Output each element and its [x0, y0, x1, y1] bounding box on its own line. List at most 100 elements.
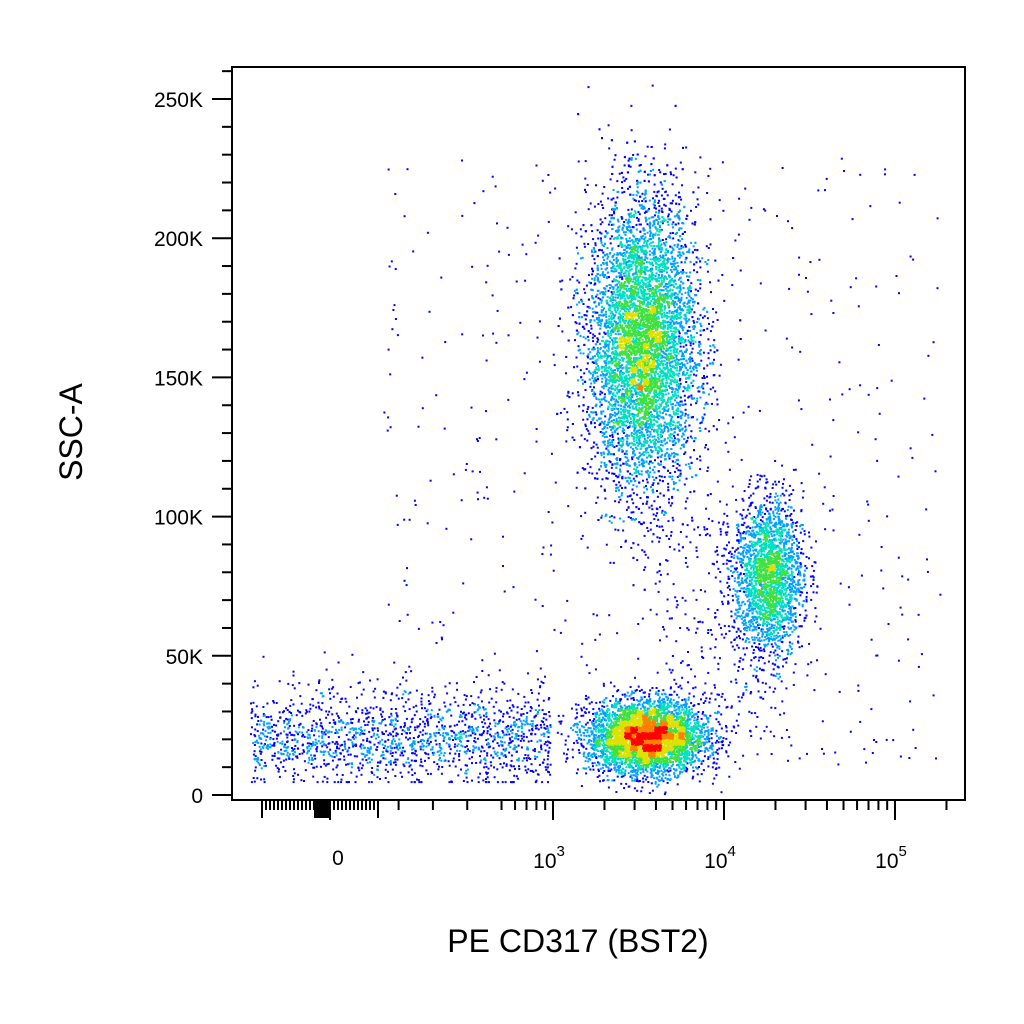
- event-point: [737, 695, 740, 698]
- event-point: [571, 436, 574, 439]
- event-point: [642, 433, 645, 436]
- event-point: [624, 462, 627, 465]
- event-point: [435, 642, 438, 644]
- event-point: [331, 713, 334, 716]
- event-point: [591, 393, 594, 396]
- event-point: [328, 721, 331, 724]
- event-point: [700, 745, 702, 748]
- event-point: [488, 701, 491, 704]
- event-point: [513, 746, 516, 749]
- event-point: [791, 521, 794, 524]
- event-point: [611, 247, 614, 250]
- event-point: [459, 730, 462, 733]
- event-point: [345, 700, 348, 703]
- event-point: [607, 347, 610, 350]
- event-point: [778, 480, 780, 483]
- event-point: [741, 497, 744, 500]
- event-point: [361, 732, 364, 735]
- event-point: [406, 168, 409, 171]
- event-point: [578, 281, 581, 284]
- event-point: [530, 763, 533, 766]
- event-point: [287, 682, 290, 685]
- event-point: [450, 714, 453, 717]
- event-point: [422, 729, 425, 732]
- event-point: [255, 739, 258, 742]
- event-point: [602, 779, 605, 782]
- event-point: [675, 606, 678, 609]
- event-point: [628, 185, 631, 188]
- event-point: [618, 481, 621, 484]
- event-point: [581, 256, 584, 259]
- event-point: [266, 702, 269, 705]
- event-point: [349, 686, 352, 688]
- event-point: [687, 300, 690, 303]
- event-point: [865, 761, 867, 764]
- event-point: [636, 493, 639, 496]
- event-point: [684, 430, 687, 433]
- event-point: [594, 638, 597, 641]
- event-point: [554, 481, 557, 484]
- event-point: [378, 742, 381, 745]
- event-point: [586, 408, 589, 411]
- event-point: [599, 767, 602, 770]
- event-point: [442, 754, 445, 757]
- event-point: [805, 595, 808, 598]
- event-point: [699, 334, 702, 337]
- event-point: [645, 478, 648, 481]
- event-point: [690, 297, 693, 299]
- event-point: [363, 729, 366, 732]
- event-point: [584, 511, 587, 514]
- event-point: [639, 223, 642, 226]
- event-point: [591, 765, 594, 768]
- event-point: [625, 450, 628, 453]
- event-point: [570, 228, 573, 231]
- event-point: [772, 524, 775, 527]
- event-point: [506, 711, 508, 714]
- event-point: [590, 422, 593, 425]
- event-point: [377, 729, 379, 732]
- event-point: [323, 651, 326, 654]
- event-point: [395, 694, 398, 697]
- event-point: [636, 186, 639, 189]
- event-point: [583, 372, 586, 375]
- event-point: [595, 305, 598, 308]
- event-point: [608, 471, 610, 474]
- event-point: [626, 437, 629, 440]
- event-point: [535, 727, 538, 730]
- event-point: [601, 514, 603, 517]
- event-point: [260, 750, 263, 753]
- event-point: [643, 271, 646, 274]
- event-point: [369, 761, 371, 764]
- event-point: [624, 769, 627, 772]
- event-point: [663, 147, 666, 150]
- event-point: [657, 222, 659, 225]
- event-point: [607, 345, 610, 348]
- event-point: [691, 416, 694, 419]
- event-point: [600, 412, 603, 415]
- event-point: [602, 262, 605, 264]
- event-point: [588, 281, 591, 284]
- event-point: [908, 757, 911, 759]
- event-point: [667, 482, 670, 485]
- event-point: [361, 709, 364, 712]
- event-point: [363, 755, 366, 758]
- event-point: [715, 729, 718, 732]
- event-point: [603, 462, 606, 464]
- event-point: [790, 627, 792, 630]
- event-point: [273, 741, 276, 744]
- event-point: [611, 434, 614, 436]
- event-point: [486, 754, 489, 757]
- event-point: [758, 667, 761, 670]
- event-point: [484, 781, 487, 784]
- event-point: [684, 451, 687, 454]
- event-point: [601, 221, 604, 224]
- event-point: [667, 266, 670, 269]
- event-point: [256, 723, 259, 726]
- event-point: [738, 542, 740, 544]
- event-point: [357, 720, 360, 723]
- event-point: [460, 744, 463, 747]
- event-point: [618, 364, 620, 367]
- event-point: [600, 309, 603, 312]
- event-point: [407, 738, 410, 741]
